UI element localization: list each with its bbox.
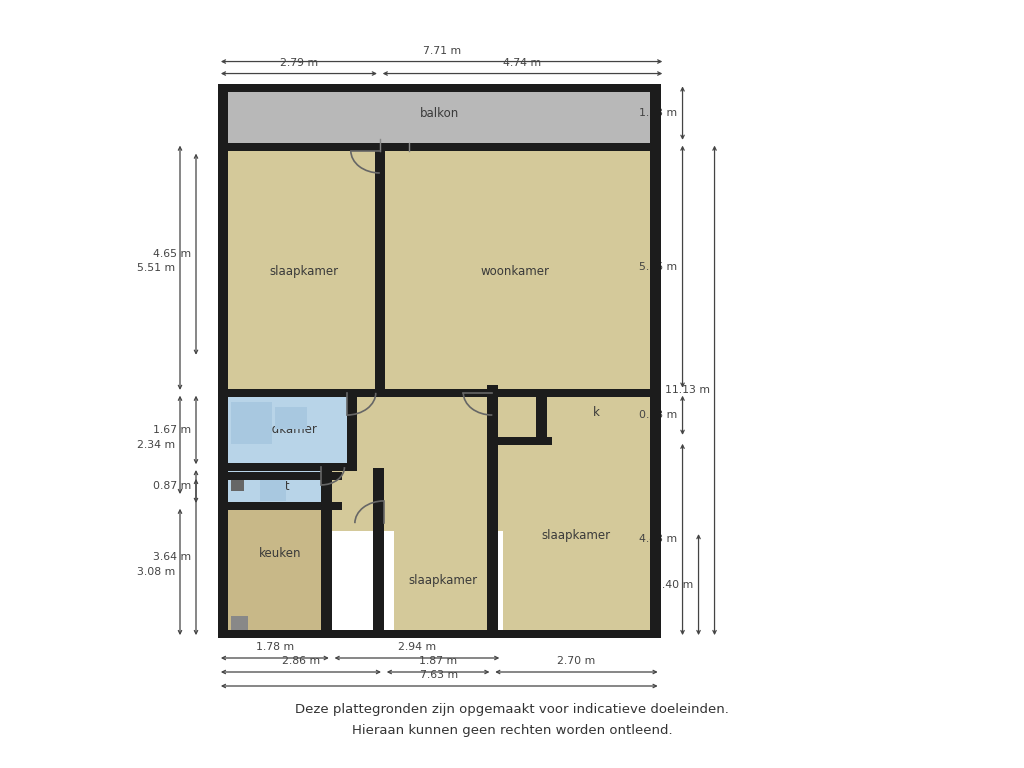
- Text: 5.56 m: 5.56 m: [639, 262, 678, 272]
- Text: 1.87 m: 1.87 m: [419, 656, 457, 666]
- Text: 1.33 m: 1.33 m: [639, 108, 678, 118]
- Text: slaapkamer: slaapkamer: [409, 574, 478, 587]
- Bar: [228, 502, 342, 510]
- Text: 7.71 m: 7.71 m: [423, 45, 461, 55]
- Text: 2.34 m: 2.34 m: [137, 440, 175, 450]
- Text: balkon: balkon: [420, 107, 459, 120]
- Text: badkamer: badkamer: [258, 423, 317, 436]
- Bar: [542, 399, 640, 433]
- Text: 2.70 m: 2.70 m: [557, 656, 596, 666]
- Bar: [375, 151, 385, 392]
- Text: 1.67 m: 1.67 m: [153, 425, 191, 435]
- Text: 0.87 m: 0.87 m: [153, 482, 191, 492]
- Bar: [322, 476, 332, 630]
- Bar: [231, 616, 248, 631]
- Text: slaapkamer: slaapkamer: [542, 529, 611, 542]
- Bar: [228, 476, 332, 630]
- Bar: [493, 437, 552, 445]
- Bar: [218, 389, 660, 397]
- Bar: [650, 143, 660, 638]
- Bar: [228, 476, 332, 630]
- Bar: [228, 472, 342, 480]
- Bar: [218, 143, 660, 151]
- Bar: [218, 143, 228, 638]
- Text: 3.64 m: 3.64 m: [153, 552, 191, 562]
- Bar: [228, 392, 650, 531]
- Text: toilet: toilet: [259, 480, 290, 493]
- Text: 5.51 m: 5.51 m: [137, 263, 175, 273]
- Bar: [374, 468, 384, 630]
- Text: 4.74 m: 4.74 m: [504, 58, 542, 68]
- Text: 1.78 m: 1.78 m: [256, 642, 294, 652]
- Bar: [218, 84, 660, 91]
- Bar: [322, 467, 332, 506]
- Bar: [274, 406, 307, 429]
- Text: 0.93 m: 0.93 m: [639, 410, 678, 420]
- Bar: [503, 441, 650, 630]
- Bar: [537, 392, 547, 441]
- Bar: [228, 392, 347, 467]
- Text: 4.65 m: 4.65 m: [153, 249, 191, 259]
- Bar: [231, 402, 272, 445]
- Bar: [228, 151, 380, 392]
- Text: Deze plattegronden zijn opgemaakt voor indicatieve doeleinden.
Hieraan kunnen ge: Deze plattegronden zijn opgemaakt voor i…: [295, 703, 729, 737]
- Text: 3.08 m: 3.08 m: [137, 567, 175, 577]
- Bar: [231, 478, 244, 492]
- Text: 7.63 m: 7.63 m: [420, 670, 459, 680]
- Bar: [218, 84, 660, 143]
- Text: slaapkamer: slaapkamer: [269, 265, 339, 278]
- Text: 2.40 m: 2.40 m: [655, 580, 693, 590]
- Bar: [650, 84, 660, 143]
- Text: k: k: [593, 406, 599, 419]
- Text: 11.13 m: 11.13 m: [665, 386, 710, 396]
- Bar: [228, 463, 357, 471]
- Text: 2.86 m: 2.86 m: [282, 656, 321, 666]
- Text: 2.94 m: 2.94 m: [398, 642, 436, 652]
- Bar: [260, 475, 287, 502]
- Text: woonkamer: woonkamer: [480, 265, 550, 278]
- Bar: [380, 151, 650, 392]
- Bar: [228, 467, 322, 506]
- Text: 4.43 m: 4.43 m: [639, 535, 678, 545]
- Bar: [218, 630, 660, 638]
- Text: 2.79 m: 2.79 m: [280, 58, 318, 68]
- Text: keuken: keuken: [259, 547, 301, 560]
- Bar: [394, 531, 493, 630]
- Bar: [218, 84, 228, 143]
- Bar: [347, 392, 357, 467]
- Bar: [487, 385, 498, 630]
